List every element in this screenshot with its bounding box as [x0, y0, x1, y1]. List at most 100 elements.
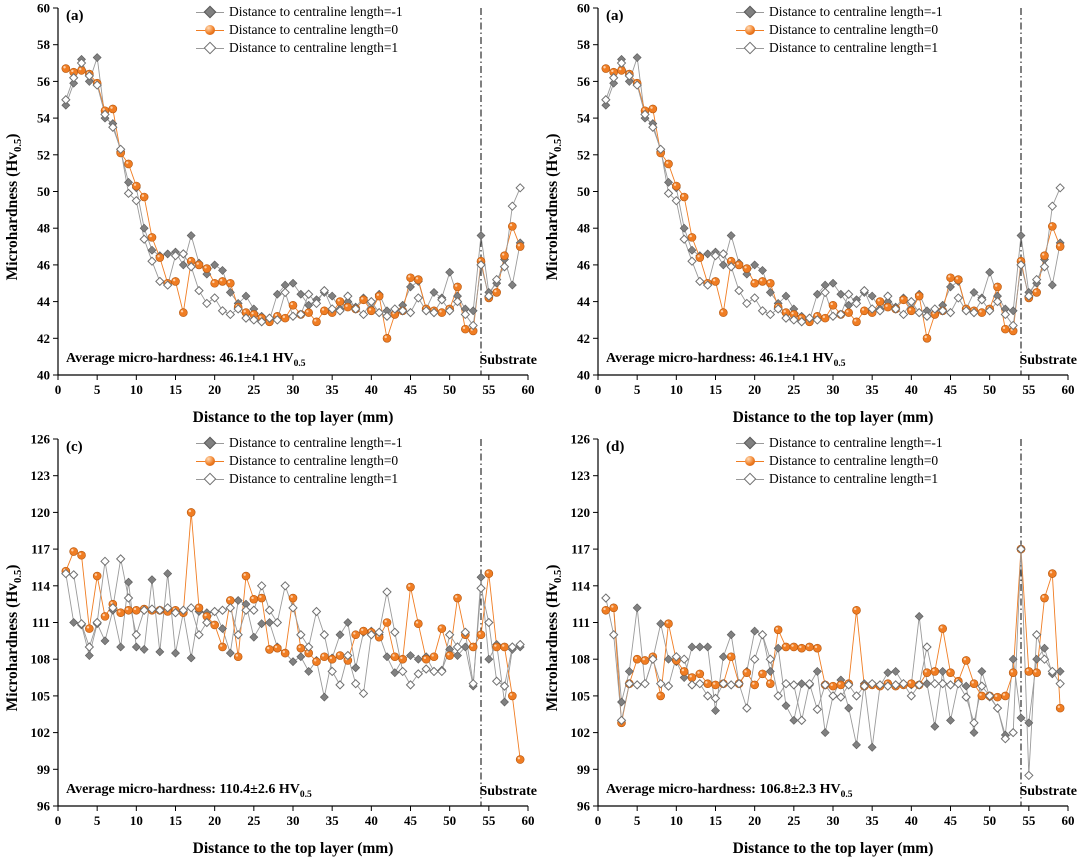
legend-item: Distance to centraline length=-1 — [196, 3, 403, 21]
svg-text:50: 50 — [443, 813, 456, 828]
legend-item: Distance to centraline length=1 — [196, 39, 403, 57]
svg-text:123: 123 — [31, 468, 51, 483]
legend: Distance to centraline length=-1 Distanc… — [196, 434, 403, 488]
svg-text:25: 25 — [787, 382, 801, 397]
svg-text:105: 105 — [31, 688, 51, 703]
svg-text:35: 35 — [866, 813, 880, 828]
svg-text:20: 20 — [748, 813, 761, 828]
legend-item: Distance to centraline length=1 — [736, 470, 943, 488]
legend-label: Distance to centraline length=-1 — [769, 4, 943, 19]
svg-text:5: 5 — [634, 813, 641, 828]
legend-label: Distance to centraline length=1 — [769, 40, 939, 55]
svg-text:40: 40 — [905, 813, 918, 828]
svg-text:45: 45 — [944, 382, 958, 397]
svg-text:0: 0 — [55, 382, 62, 397]
chart-canvas-a-right: 0 5 10 15 20 25 30 35 40 45 50 55 60 40 42 44 46 48 50 52 54… — [577, 1, 1075, 398]
svg-text:48: 48 — [37, 221, 51, 236]
x-axis-title: Distance to the top layer (mm) — [732, 409, 934, 426]
svg-text:10: 10 — [130, 813, 143, 828]
svg-text:15: 15 — [169, 813, 183, 828]
svg-text:40: 40 — [37, 368, 50, 383]
legend-item: Distance to centraline length=-1 — [736, 434, 943, 452]
svg-text:15: 15 — [169, 382, 183, 397]
legend-label: Distance to centraline length=-1 — [229, 4, 403, 19]
legend-item: Distance to centraline length=-1 — [196, 434, 403, 452]
svg-text:10: 10 — [670, 813, 683, 828]
svg-text:40: 40 — [905, 382, 918, 397]
svg-text:42: 42 — [577, 331, 590, 346]
svg-text:46: 46 — [577, 257, 591, 272]
legend: Distance to centraline length=-1 Distanc… — [736, 3, 943, 57]
chart-panel-a-left: 0 5 10 15 20 25 30 35 40 45 50 55 60 40 42 44 46 48 50 52 54… — [0, 0, 540, 431]
svg-text:99: 99 — [37, 762, 51, 777]
panel-label: (a) — [66, 8, 84, 24]
legend-item: Distance to centraline length=1 — [736, 39, 943, 57]
sphere-marker-icon — [196, 455, 224, 468]
svg-text:108: 108 — [571, 652, 591, 667]
svg-text:10: 10 — [670, 382, 683, 397]
svg-text:58: 58 — [577, 37, 591, 52]
svg-text:35: 35 — [866, 382, 880, 397]
chart-canvas-a-left: 0 5 10 15 20 25 30 35 40 45 50 55 60 40 42 44 46 48 50 52 54… — [37, 1, 535, 398]
filled-diamond-marker-icon — [736, 6, 764, 19]
legend-label: Distance to centraline length=1 — [229, 40, 399, 55]
filled-diamond-marker-icon — [196, 437, 224, 450]
svg-text:60: 60 — [522, 813, 535, 828]
svg-text:15: 15 — [709, 813, 723, 828]
filled-diamond-marker-icon — [196, 6, 224, 19]
legend-label: Distance to centraline length=0 — [769, 453, 939, 468]
svg-text:25: 25 — [247, 382, 261, 397]
svg-text:50: 50 — [577, 184, 590, 199]
legend-label: Distance to centraline length=1 — [769, 471, 939, 486]
filled-diamond-marker-icon — [736, 437, 764, 450]
svg-text:55: 55 — [1022, 813, 1036, 828]
legend-label: Distance to centraline length=-1 — [229, 435, 403, 450]
svg-text:40: 40 — [577, 368, 590, 383]
svg-text:60: 60 — [1062, 382, 1075, 397]
svg-text:99: 99 — [577, 762, 591, 777]
svg-text:120: 120 — [571, 505, 591, 520]
svg-text:45: 45 — [404, 813, 418, 828]
svg-text:123: 123 — [571, 468, 591, 483]
svg-text:117: 117 — [571, 542, 590, 557]
svg-text:58: 58 — [37, 37, 51, 52]
svg-text:44: 44 — [37, 294, 51, 309]
legend-label: Distance to centraline length=-1 — [769, 435, 943, 450]
svg-text:0: 0 — [595, 813, 602, 828]
svg-text:111: 111 — [32, 615, 50, 630]
open-diamond-marker-icon — [196, 473, 224, 486]
svg-text:54: 54 — [37, 111, 51, 126]
svg-text:35: 35 — [326, 813, 340, 828]
legend: Distance to centraline length=-1 Distanc… — [196, 3, 403, 57]
y-axis-title: Microhardness (Hv0.5) — [3, 564, 25, 712]
svg-text:25: 25 — [787, 813, 801, 828]
svg-text:102: 102 — [31, 725, 51, 740]
svg-text:55: 55 — [482, 382, 496, 397]
svg-text:117: 117 — [31, 542, 50, 557]
svg-text:108: 108 — [31, 652, 51, 667]
svg-text:0: 0 — [595, 382, 602, 397]
svg-text:48: 48 — [577, 221, 591, 236]
svg-text:30: 30 — [287, 813, 300, 828]
svg-text:60: 60 — [577, 1, 590, 16]
legend-item: Distance to centraline length=0 — [196, 21, 403, 39]
y-axis-title: Microhardness (Hv0.5) — [3, 133, 25, 281]
average-hardness-annotation: Average micro-hardness: 110.4±2.6 HV0.5 — [66, 782, 312, 800]
legend-label: Distance to centraline length=1 — [229, 471, 399, 486]
svg-text:50: 50 — [443, 382, 456, 397]
svg-text:54: 54 — [577, 111, 591, 126]
chart-canvas-d: 0 5 10 15 20 25 30 35 40 45 50 55 60 96 99 102 105 108 111… — [571, 432, 1075, 829]
chart-panel-c: 0 5 10 15 20 25 30 35 40 45 50 55 60 96 99 102 105 108 111… — [0, 431, 540, 862]
svg-text:25: 25 — [247, 813, 261, 828]
sphere-marker-icon — [736, 24, 764, 37]
svg-text:114: 114 — [31, 578, 50, 593]
chart-canvas-c: 0 5 10 15 20 25 30 35 40 45 50 55 60 96 99 102 105 108 111… — [31, 432, 535, 829]
y-axis-title: Microhardness (Hv0.5) — [543, 133, 565, 281]
open-diamond-marker-icon — [736, 473, 764, 486]
svg-text:30: 30 — [827, 382, 840, 397]
svg-text:60: 60 — [1062, 813, 1075, 828]
svg-text:50: 50 — [37, 184, 50, 199]
panel-label: (c) — [66, 439, 83, 455]
svg-text:46: 46 — [37, 257, 51, 272]
